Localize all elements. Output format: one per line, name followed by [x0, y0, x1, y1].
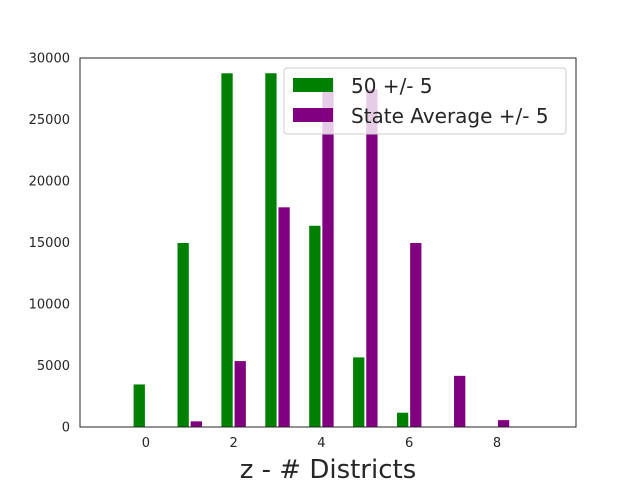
bar-series-2-x-1	[189, 420, 203, 428]
bar-series-1-x-2	[220, 72, 234, 428]
bar-series-2-x-2	[233, 360, 247, 428]
legend: 50 +/- 5 State Average +/- 5	[283, 67, 567, 135]
bar-series-1-x-1	[176, 242, 190, 428]
legend-swatch-series-1	[293, 78, 333, 92]
y-axis-ticks: 0 5000 10000 15000 20000 25000 30000	[29, 52, 70, 436]
y-tick-label: 25000	[29, 113, 70, 128]
bar-series-1-x-6	[395, 411, 410, 428]
bar-series-2-x-3	[277, 206, 291, 428]
x-tick-label: 6	[405, 436, 413, 451]
legend-box	[283, 67, 567, 135]
y-tick-label: 20000	[29, 175, 70, 190]
bar-series-2-x-8	[496, 419, 511, 428]
bar-series-1-x-4	[308, 224, 322, 428]
x-tick-label: 0	[142, 436, 150, 451]
y-tick-label: 15000	[29, 236, 70, 251]
bar-series-1-x-5	[352, 356, 366, 428]
bar-series-2-x-6	[409, 242, 423, 428]
bar-series-2-x-7	[453, 374, 467, 428]
y-tick-label: 0	[62, 421, 70, 436]
y-tick-label: 10000	[29, 298, 70, 313]
y-tick-label: 5000	[37, 359, 70, 374]
bars-layer	[132, 72, 511, 428]
bar-series-2-x-5	[365, 88, 379, 428]
x-tick-label: 2	[229, 436, 237, 451]
x-tick-label: 8	[493, 436, 501, 451]
legend-label-series-2: State Average +/- 5	[351, 104, 549, 128]
bar-series-1-x-0	[132, 383, 146, 428]
y-tick-label: 30000	[29, 52, 70, 67]
plot-frame	[79, 57, 577, 428]
legend-label-series-1: 50 +/- 5	[351, 74, 433, 98]
x-axis-label: z - # Districts	[240, 455, 417, 480]
bar-series-1-x-3	[264, 72, 278, 428]
x-axis-ticks: 0 2 4 6 8	[142, 436, 501, 451]
legend-swatch-series-2	[293, 108, 333, 122]
x-tick-label: 4	[317, 436, 325, 451]
